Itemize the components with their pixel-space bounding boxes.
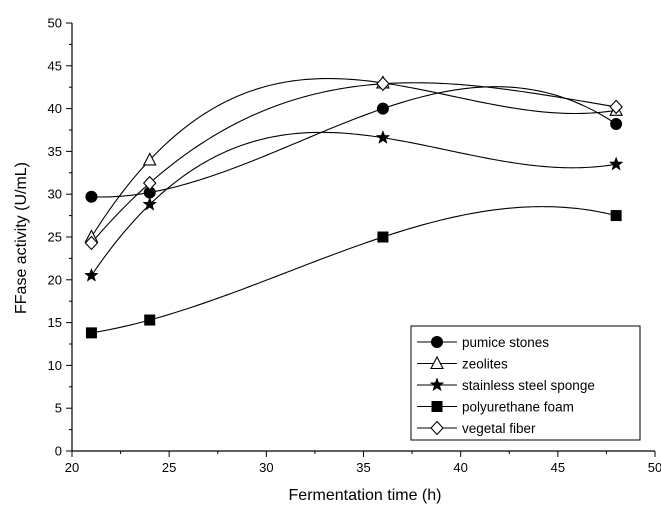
data-point [85, 327, 97, 339]
legend-label: pumice stones [462, 335, 549, 350]
x-tick-label: 40 [453, 460, 467, 475]
data-point [609, 99, 623, 115]
data-point [375, 129, 391, 144]
x-tick-label: 20 [65, 460, 79, 475]
fit-curve [91, 86, 617, 198]
fit-curve [91, 206, 617, 334]
legend-label: vegetal fiber [462, 421, 536, 436]
fit-curve [90, 131, 617, 276]
legend-marker [429, 377, 445, 392]
y-tick-label: 45 [48, 58, 62, 73]
legend-marker [430, 355, 444, 370]
data-point [376, 102, 389, 115]
fit-curve [90, 77, 617, 238]
data-point [142, 175, 157, 191]
x-tick-label: 35 [356, 460, 370, 475]
data-point [85, 190, 98, 203]
data-point [142, 152, 157, 166]
legend-marker [431, 401, 443, 412]
y-axis: 0 5 10 15 20 25 30 35 40 45 50 [48, 16, 72, 459]
data-point [377, 231, 389, 243]
data-point [608, 156, 624, 171]
data-point [610, 118, 623, 131]
x-tick-label: 50 [648, 460, 661, 475]
data-point [84, 267, 99, 282]
y-axis-title: FFase activity (U/mL) [13, 162, 30, 314]
y-tick-label: 25 [48, 230, 62, 245]
legend-label: stainless steel sponge [462, 378, 595, 393]
y-tick-label: 5 [55, 401, 62, 416]
y-tick-label: 10 [48, 358, 62, 373]
x-tick-label: 45 [551, 460, 565, 475]
fit-curves [90, 77, 617, 334]
y-tick-label: 35 [48, 144, 62, 159]
legend: pumice stones zeolites stainless steel spo… [410, 325, 641, 441]
x-tick-label: 30 [259, 460, 273, 475]
x-axis: 20 25 30 35 40 45 50 [65, 451, 661, 475]
y-tick-label: 30 [48, 187, 62, 202]
data-markers [84, 75, 624, 339]
fit-curve [91, 82, 617, 244]
legend-marker [431, 336, 443, 348]
y-tick-label: 50 [48, 16, 62, 31]
data-point [610, 210, 622, 222]
x-axis-title: Fermentation time (h) [289, 487, 442, 504]
data-point [144, 314, 156, 326]
legend-marker [430, 420, 444, 436]
data-point [84, 235, 99, 251]
data-point [376, 76, 390, 92]
legend-box [410, 325, 641, 441]
legend-label: polyurethane foam [462, 400, 574, 415]
y-tick-label: 0 [55, 444, 62, 459]
legend-label: zeolites [462, 357, 508, 372]
data-point [142, 196, 158, 211]
y-tick-label: 20 [48, 272, 62, 287]
y-tick-label: 40 [48, 101, 62, 116]
x-tick-label: 25 [162, 460, 176, 475]
y-tick-label: 15 [48, 315, 62, 330]
